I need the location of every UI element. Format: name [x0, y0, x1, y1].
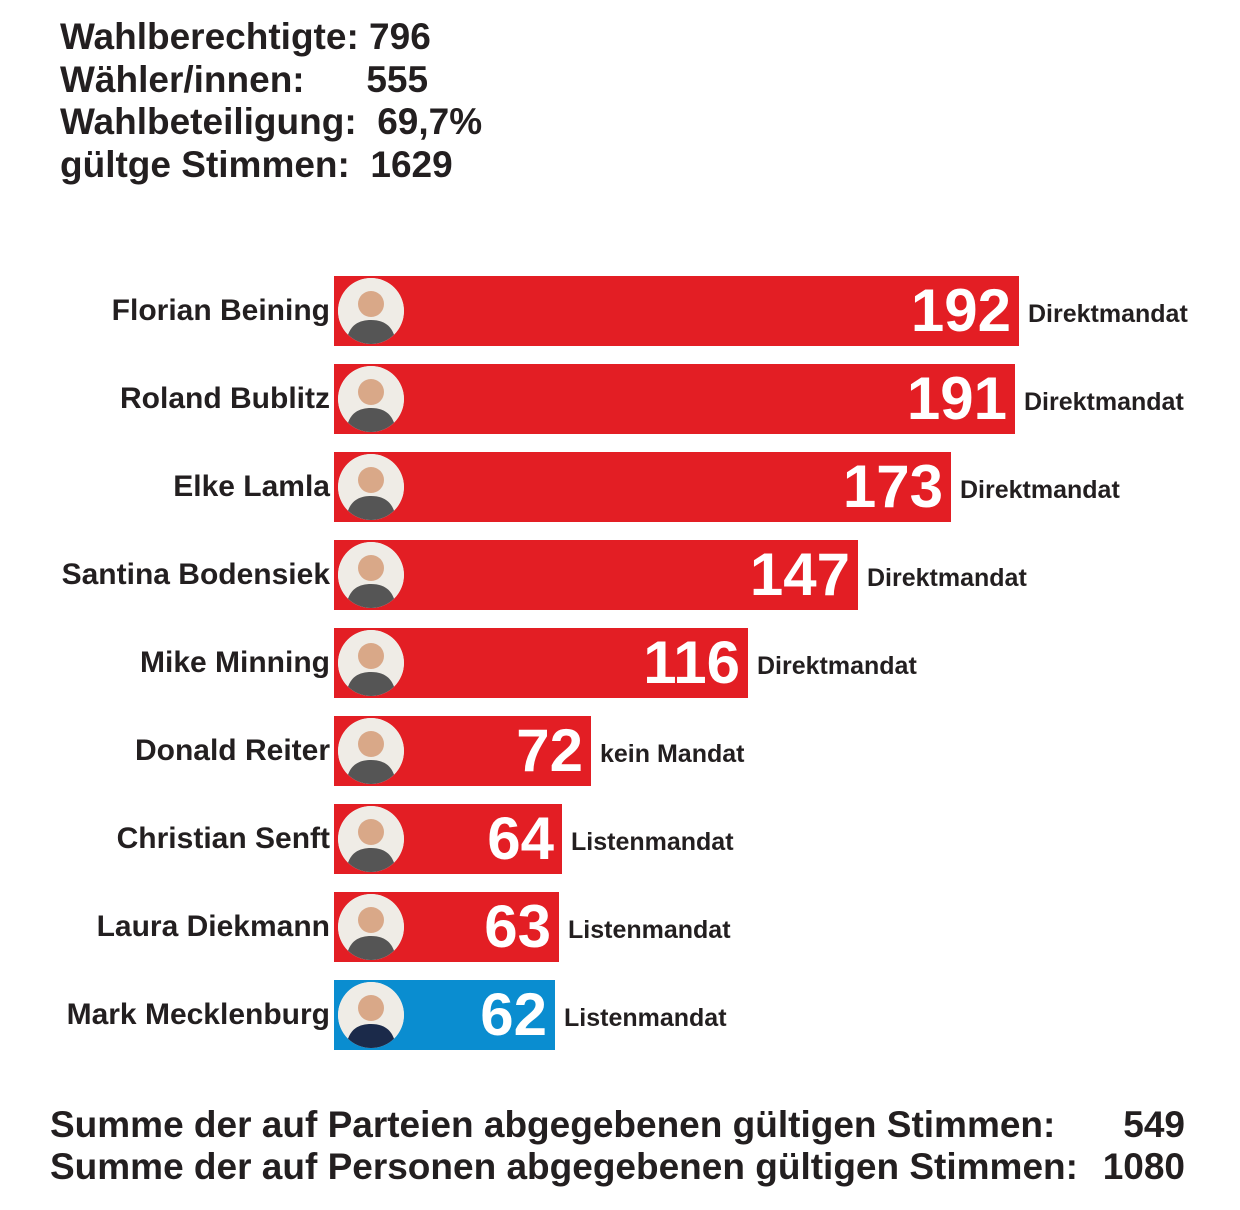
vote-bar: [334, 364, 1015, 434]
stat-label: Wahlberechtigte:: [60, 16, 359, 57]
sum-label: Summe der auf Parteien abgegebenen gülti…: [50, 1104, 1056, 1145]
stat-label: Wähler/innen:: [60, 58, 305, 100]
sum-label: Summe der auf Personen abgegebenen gülti…: [50, 1146, 1078, 1187]
mandate-status-label: Listenmandat: [568, 916, 731, 944]
candidate-name-label: Donald Reiter: [134, 734, 330, 767]
person-photo-icon: [338, 630, 404, 696]
person-photo-icon: [338, 542, 404, 608]
sum-value: 1080: [1102, 1146, 1185, 1187]
candidate-name-label: Roland Bublitz: [120, 382, 330, 415]
vote-sums: Summe der auf Parteien abgegebenen gülti…: [50, 1104, 1185, 1188]
mandate-status-label: Direktmandat: [757, 652, 917, 680]
sum-party-votes: Summe der auf Parteien abgegebenen gülti…: [50, 1104, 1185, 1146]
mandate-status-label: kein Mandat: [600, 740, 745, 768]
stat-valid-votes: gültge Stimmen: 1629: [60, 144, 482, 187]
vote-bar: [334, 276, 1019, 346]
person-photo-icon: [338, 806, 404, 872]
stat-value: 69,7%: [377, 101, 483, 142]
vote-count-label: 116: [643, 629, 740, 696]
vote-count-label: 147: [749, 541, 850, 608]
vote-count-label: 192: [910, 277, 1011, 344]
stat-turnout: Wahlbeteiligung: 69,7%: [60, 101, 482, 144]
person-photo-icon: [338, 454, 404, 520]
vote-count-label: 63: [484, 893, 551, 960]
stat-voters: Wähler/innen: 555: [60, 59, 482, 102]
mandate-status-label: Direktmandat: [1024, 388, 1184, 416]
vote-count-label: 64: [487, 805, 554, 872]
stat-value: 1629: [370, 143, 453, 185]
sum-person-votes: Summe der auf Personen abgegebenen gülti…: [50, 1146, 1185, 1188]
vote-count-label: 191: [906, 365, 1007, 432]
vote-count-label: 72: [516, 717, 583, 784]
mandate-status-label: Direktmandat: [960, 476, 1120, 504]
sum-value: 549: [1123, 1104, 1185, 1145]
candidate-name-label: Laura Diekmann: [96, 910, 330, 943]
vote-count-label: 62: [480, 981, 547, 1048]
mandate-status-label: Direktmandat: [1028, 300, 1188, 328]
stat-value: 796: [369, 16, 431, 57]
stat-value: 555: [366, 58, 429, 100]
person-photo-icon: [338, 366, 404, 432]
person-photo-icon: [338, 278, 404, 344]
mandate-status-label: Listenmandat: [564, 1004, 727, 1032]
person-photo-icon: [338, 894, 404, 960]
vote-bar: [334, 452, 951, 522]
stat-eligible-voters: Wahlberechtigte: 796: [60, 16, 482, 59]
election-stats: Wahlberechtigte: 796 Wähler/innen: 555 W…: [60, 16, 482, 186]
stat-label: gültge Stimmen:: [60, 143, 350, 185]
candidate-name-label: Mike Minning: [140, 646, 330, 679]
person-photo-icon: [338, 982, 404, 1048]
vote-count-label: 173: [842, 453, 943, 520]
candidate-name-label: Mark Mecklenburg: [66, 998, 330, 1031]
vote-bar: [334, 540, 858, 610]
candidate-name-label: Elke Lamla: [173, 470, 330, 503]
mandate-status-label: Direktmandat: [867, 564, 1027, 592]
candidate-name-label: Santina Bodensiek: [61, 558, 330, 591]
candidate-name-label: Christian Senft: [116, 822, 330, 855]
stat-label: Wahlbeteiligung:: [60, 101, 357, 142]
candidate-name-label: Florian Beining: [111, 294, 330, 327]
mandate-status-label: Listenmandat: [571, 828, 734, 856]
person-photo-icon: [338, 718, 404, 784]
